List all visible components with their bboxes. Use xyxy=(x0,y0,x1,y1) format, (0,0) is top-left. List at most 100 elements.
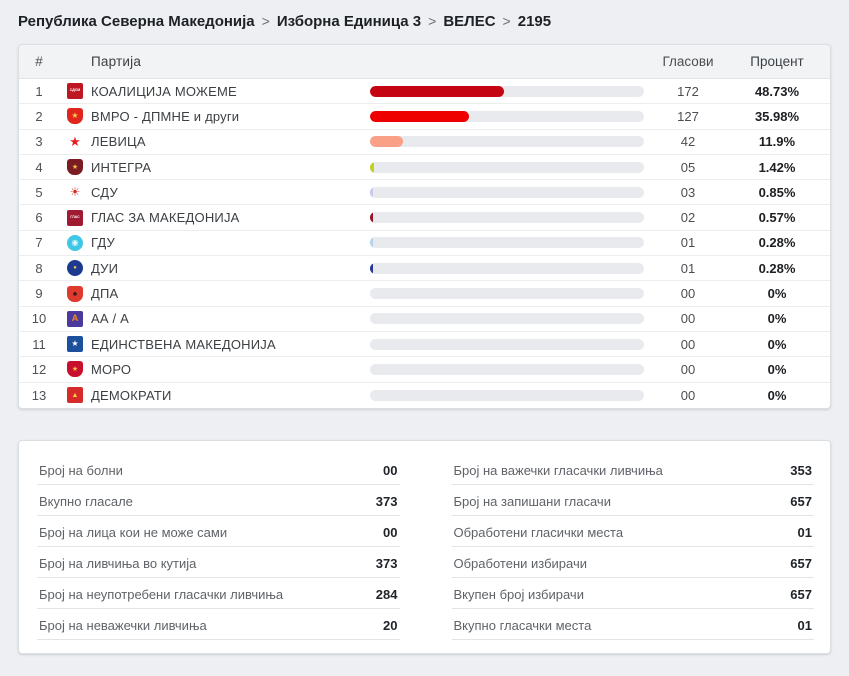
table-row: 12 ★ МОРО 00 0% xyxy=(19,357,830,383)
vote-share-bar-fill xyxy=(370,161,374,173)
party-logo-cell: ☀ xyxy=(59,184,91,200)
party-name: СДУ xyxy=(91,184,118,200)
table-row: 5 ☀ СДУ 03 0.85% xyxy=(19,180,830,206)
summary-column-right: Број на важечки гласачки ливчиња 353 Број … xyxy=(451,454,814,640)
party-name: ДЕМОКРАТИ xyxy=(91,387,172,403)
party-votes: 00 xyxy=(680,387,696,403)
stat-value: 00 xyxy=(383,462,398,478)
stat-row: Вкупно гласале 373 xyxy=(37,485,400,516)
glas-za-makedonija-logo: ГЛАС xyxy=(67,209,83,226)
breadcrumb-item[interactable]: Република Северна Македонија xyxy=(18,13,255,30)
col-header-party: Партија xyxy=(91,54,142,69)
party-logo-cell: ★ xyxy=(59,159,91,176)
party-percent: 48.73% xyxy=(754,83,800,99)
stat-value: 373 xyxy=(375,493,398,509)
stat-value: 00 xyxy=(383,524,398,540)
party-logo-cell: ★ xyxy=(59,336,91,353)
vote-share-bar-track xyxy=(370,288,644,300)
breadcrumb-separator: > xyxy=(428,13,437,29)
party-name: ЛЕВИЦА xyxy=(91,134,146,150)
party-rank: 3 xyxy=(35,134,43,150)
summary-column-left: Број на болни 00 Вкупно гласале 373 Број на … xyxy=(37,454,400,640)
stat-row: Обработени избирачи 657 xyxy=(451,547,814,578)
party-votes: 00 xyxy=(680,336,696,352)
edinstvena-makedonija-logo: ★ xyxy=(67,336,83,353)
party-rank: 9 xyxy=(35,286,43,302)
party-logo-cell: ▲ xyxy=(59,387,91,404)
vote-share-bar-fill xyxy=(370,262,373,274)
party-percent: 1.42% xyxy=(758,159,796,175)
party-logo-cell: ГЛАС xyxy=(59,209,91,226)
party-votes: 00 xyxy=(680,361,696,377)
stat-row: Вкупно гласачки места 01 xyxy=(451,609,814,640)
vote-share-bar-track xyxy=(370,338,644,350)
table-body: 1 СДСМ КОАЛИЦИЈА МОЖЕМЕ 172 48.73% 2 ★ ВМРО - Д… xyxy=(19,79,830,408)
party-name: МОРО xyxy=(91,361,132,377)
party-percent: 0.28% xyxy=(758,235,796,251)
table-row: 4 ★ ИНТЕГРА 05 1.42% xyxy=(19,155,830,181)
party-votes: 05 xyxy=(680,159,696,175)
table-row: 11 ★ ЕДИНСТВЕНА МАКЕДОНИЈА 00 0% xyxy=(19,332,830,358)
stat-label: Број на неважечки ливчиња xyxy=(39,617,207,633)
breadcrumb: Република Северна Македонија > Изборна Еди… xyxy=(0,0,849,41)
table-row: 3 ★ ЛЕВИЦА 42 11.9% xyxy=(19,130,830,155)
stat-row: Број на важечки гласачки ливчиња 353 xyxy=(451,454,814,485)
col-header-rank: # xyxy=(35,54,43,69)
vote-share-bar-fill xyxy=(370,237,373,249)
sdsm-logo: СДСМ xyxy=(67,83,83,100)
moro-logo: ★ xyxy=(67,361,83,378)
party-votes: 03 xyxy=(680,184,696,200)
stat-value: 657 xyxy=(790,586,812,602)
party-rank: 2 xyxy=(35,108,43,124)
party-logo-cell: ● xyxy=(59,260,91,277)
party-name: КОАЛИЦИЈА МОЖЕМЕ xyxy=(91,83,237,99)
vote-share-bar-track xyxy=(370,389,644,401)
breadcrumb-item[interactable]: 2195 xyxy=(517,13,552,30)
gdu-logo: ◉ xyxy=(67,234,83,251)
table-row: 13 ▲ ДЕМОКРАТИ 00 0% xyxy=(19,383,830,408)
party-votes: 127 xyxy=(677,108,699,124)
table-row: 8 ● ДУИ 01 0.28% xyxy=(19,256,830,282)
stat-label: Број на ливчиња во кутија xyxy=(39,555,197,571)
breadcrumb-separator: > xyxy=(502,13,511,29)
stat-label: Вкупно гласачки места xyxy=(453,617,592,633)
party-rank: 12 xyxy=(31,361,47,377)
party-percent: 11.9% xyxy=(758,134,796,150)
vote-share-bar-fill xyxy=(370,136,403,148)
party-votes: 00 xyxy=(680,286,696,302)
vote-share-bar-track xyxy=(370,237,644,249)
breadcrumb-item[interactable]: ВЕЛЕС xyxy=(443,13,496,30)
vote-share-bar-track xyxy=(370,212,644,224)
party-rank: 1 xyxy=(35,83,43,99)
party-percent: 0.57% xyxy=(758,210,796,226)
party-percent: 0% xyxy=(767,336,787,352)
party-rank: 4 xyxy=(35,159,43,175)
col-header-votes: Гласови xyxy=(662,54,714,69)
party-logo-cell: СДСМ xyxy=(59,83,91,100)
stat-value: 20 xyxy=(383,617,398,633)
stat-label: Број на болни xyxy=(39,462,123,478)
stat-value: 657 xyxy=(790,555,812,571)
vote-share-bar-track xyxy=(370,85,644,97)
stat-row: Број на болни 00 xyxy=(37,454,400,485)
party-votes: 00 xyxy=(680,311,696,327)
party-percent: 0% xyxy=(767,311,787,327)
vote-share-bar-track xyxy=(370,136,644,148)
party-logo-cell: ★ xyxy=(59,108,91,125)
stat-label: Обработени избирачи xyxy=(453,555,588,571)
stat-label: Број на запишани гласачи xyxy=(453,493,611,509)
party-rank: 11 xyxy=(32,336,46,352)
party-name: ДУИ xyxy=(91,260,119,276)
stat-value: 657 xyxy=(790,493,812,509)
stat-label: Број на лица кои не може сами xyxy=(39,524,228,540)
integra-logo: ★ xyxy=(67,159,83,176)
breadcrumb-item[interactable]: Изборна Единица 3 xyxy=(276,13,422,30)
stat-row: Вкупен број избирачи 657 xyxy=(451,578,814,609)
stat-row: Број на неважечки ливчиња 20 xyxy=(37,609,400,640)
vote-share-bar-track xyxy=(370,313,644,325)
table-row: 10 A АА / А 00 0% xyxy=(19,307,830,332)
table-row: 1 СДСМ КОАЛИЦИЈА МОЖЕМЕ 172 48.73% xyxy=(19,79,830,105)
party-percent: 0% xyxy=(767,387,787,403)
sdu-logo: ☀ xyxy=(69,185,81,200)
stat-label: Обработени гласички места xyxy=(453,524,624,540)
